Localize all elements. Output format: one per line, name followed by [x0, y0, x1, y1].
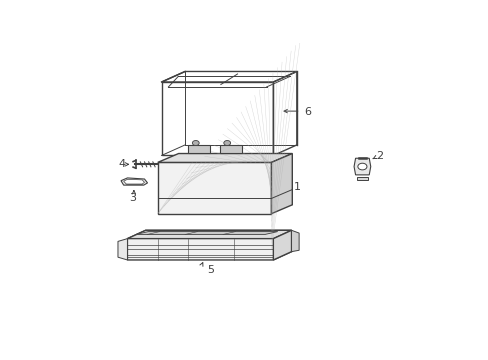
Text: 5: 5 — [207, 265, 214, 275]
Polygon shape — [291, 230, 299, 252]
Polygon shape — [127, 230, 291, 239]
Circle shape — [192, 140, 199, 145]
Text: 1: 1 — [294, 183, 301, 192]
Polygon shape — [123, 179, 144, 184]
Text: 2: 2 — [376, 151, 383, 161]
Circle shape — [224, 140, 230, 145]
Polygon shape — [121, 178, 147, 185]
Polygon shape — [353, 158, 370, 175]
Polygon shape — [158, 153, 292, 162]
Circle shape — [357, 163, 366, 170]
Polygon shape — [273, 230, 291, 260]
Text: 6: 6 — [304, 108, 311, 117]
Polygon shape — [136, 231, 277, 234]
Polygon shape — [219, 145, 241, 153]
Polygon shape — [356, 176, 367, 180]
Text: 3: 3 — [129, 193, 136, 203]
Polygon shape — [188, 145, 210, 153]
Polygon shape — [271, 153, 292, 214]
Polygon shape — [127, 230, 291, 260]
Polygon shape — [118, 239, 127, 260]
Text: 4: 4 — [119, 159, 125, 169]
Polygon shape — [158, 162, 271, 214]
